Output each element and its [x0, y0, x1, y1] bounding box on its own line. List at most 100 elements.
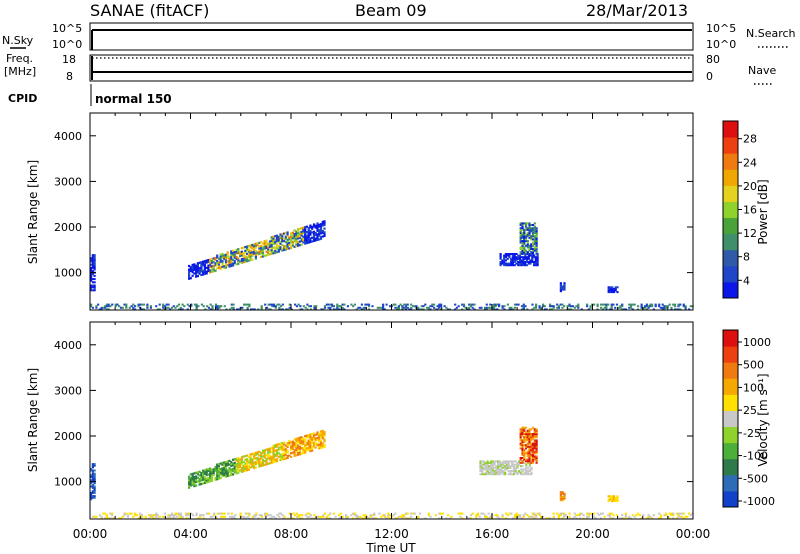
xtick-label: 16:00 — [475, 527, 510, 541]
scatter-cell — [167, 515, 170, 518]
scatter-cell — [226, 462, 229, 465]
scatter-cell — [531, 444, 535, 447]
scatter-cell — [265, 512, 269, 515]
scatter-cell — [275, 234, 279, 237]
scatter-cell — [210, 476, 214, 479]
scatter-cell — [293, 236, 296, 239]
scatter-cell — [473, 303, 476, 306]
scatter-cell — [521, 235, 524, 238]
scatter-cell — [304, 438, 307, 441]
scatter-cell — [519, 458, 522, 461]
scatter-cell — [260, 305, 263, 308]
scatter-cell — [167, 517, 170, 520]
scatter-cell — [549, 308, 552, 311]
scatter-cell — [341, 308, 344, 311]
scatter-cell — [93, 496, 96, 499]
scatter-cell — [535, 433, 538, 435]
scatter-cell — [510, 259, 513, 262]
scatter-cell — [244, 512, 247, 515]
scatter-cell — [522, 515, 525, 518]
scatter-cell — [167, 306, 170, 309]
scatter-cell — [295, 445, 298, 448]
scatter-cell — [508, 253, 511, 255]
scatter-cell — [578, 512, 582, 515]
scatter-cell — [253, 247, 256, 250]
scatter-cell — [263, 243, 266, 246]
scatter-cell — [434, 514, 437, 517]
scatter-cell — [501, 261, 504, 263]
scatter-cell — [105, 303, 108, 306]
scatter-cell — [207, 266, 210, 269]
scatter-cell — [448, 308, 451, 311]
scatter-cell — [233, 463, 236, 466]
scatter-cell — [508, 256, 511, 259]
scatter-cell — [528, 470, 531, 472]
scatter-cell — [596, 308, 599, 311]
scatter-cell — [254, 257, 257, 260]
scatter-cell — [357, 517, 360, 520]
ytick-label: 3000 — [54, 384, 82, 397]
freq-tick-top: 18 — [62, 53, 76, 66]
scatter-cell — [526, 434, 529, 437]
scatter-cell — [382, 514, 385, 517]
scatter-cell — [90, 258, 93, 261]
scatter-cell — [612, 303, 615, 306]
scatter-cell — [519, 457, 522, 459]
scatter-cell — [93, 284, 96, 287]
scatter-cell — [90, 270, 93, 273]
scatter-cell — [533, 262, 536, 265]
scatter-cell — [519, 241, 522, 244]
scatter-cell — [270, 243, 273, 246]
scatter-cell — [535, 241, 538, 244]
scatter-cell — [526, 445, 529, 448]
scatter-cell — [256, 251, 259, 254]
scatter-cell — [473, 308, 476, 311]
scatter-cell — [214, 476, 217, 479]
scatter-cell — [91, 474, 94, 477]
scatter-cell — [535, 240, 538, 242]
scatter-cell — [179, 515, 182, 518]
scatter-cell — [378, 512, 381, 515]
scatter-cell — [427, 306, 430, 309]
scatter-cell — [309, 517, 312, 520]
scatter-cell — [535, 228, 538, 231]
scatter-cell — [177, 303, 181, 306]
scatter-cell — [203, 260, 206, 263]
scatter-cell — [530, 437, 533, 440]
scatter-cell — [389, 305, 392, 308]
scatter-cell — [658, 517, 661, 520]
scatter-cell — [338, 308, 341, 311]
scatter-cell — [274, 249, 277, 252]
colorbar-tick-label: 500 — [743, 359, 764, 372]
scatter-cell — [237, 251, 240, 254]
scatter-cell — [316, 436, 319, 439]
scatter-cell — [275, 236, 279, 239]
scatter-cell — [158, 515, 161, 518]
scatter-cell — [270, 447, 273, 450]
scatter-cell — [90, 495, 93, 498]
scatter-cell — [401, 515, 404, 518]
scatter-cell — [673, 308, 677, 311]
scatter-cell — [519, 436, 522, 439]
scatter-cell — [561, 285, 564, 288]
scatter-cell — [519, 442, 522, 445]
scatter-cell — [226, 469, 229, 472]
scatter-cell — [519, 515, 522, 518]
scatter-cell — [305, 443, 308, 446]
scatter-cell — [203, 469, 206, 472]
scatter-cell — [311, 442, 314, 445]
scatter-cell — [525, 466, 528, 469]
scatter-cell — [531, 436, 535, 439]
scatter-cell — [309, 448, 312, 451]
scatter-cell — [364, 306, 367, 309]
scatter-cell — [518, 259, 522, 262]
scatter-cell — [212, 471, 215, 475]
scatter-cell — [195, 306, 198, 309]
scatter-cell — [281, 449, 284, 452]
scatter-cell — [212, 264, 215, 267]
scatter-cell — [169, 308, 172, 311]
scatter-cell — [552, 515, 555, 518]
scatter-cell — [373, 517, 376, 520]
scatter-cell — [316, 433, 319, 436]
scatter-cell — [552, 305, 555, 308]
